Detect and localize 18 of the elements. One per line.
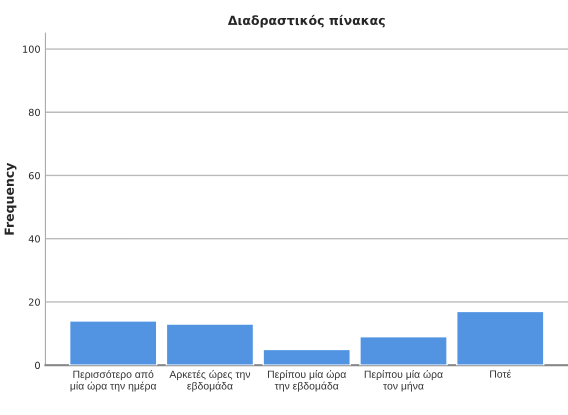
bar — [166, 323, 254, 366]
x-tick-label: Περισσότερο από μία ώρα την ημέρα — [70, 370, 156, 392]
bar — [68, 320, 158, 366]
y-tick-label: 60 — [28, 172, 40, 180]
y-tick-label: 80 — [28, 108, 40, 116]
bar — [359, 336, 448, 366]
x-tick-label: Αρκετές ώρες την εβδομάδα — [169, 370, 250, 392]
y-tick-label: 40 — [28, 235, 40, 243]
chart-title: Διαδραστικός πίνακας — [228, 14, 385, 28]
y-tick-label: 100 — [23, 45, 40, 53]
x-tick-label: Περίπου μία ώρα τον μήνα — [364, 370, 443, 392]
bar — [456, 310, 544, 366]
y-tick-label: 0 — [35, 362, 40, 370]
x-tick-label: Περίπου μία ώρα την εβδομάδα — [268, 370, 346, 392]
x-tick-label: Ποτέ — [490, 370, 512, 378]
y-tick-label: 20 — [28, 298, 40, 306]
bar — [262, 348, 351, 366]
y-axis-title: Frequency — [4, 162, 16, 235]
